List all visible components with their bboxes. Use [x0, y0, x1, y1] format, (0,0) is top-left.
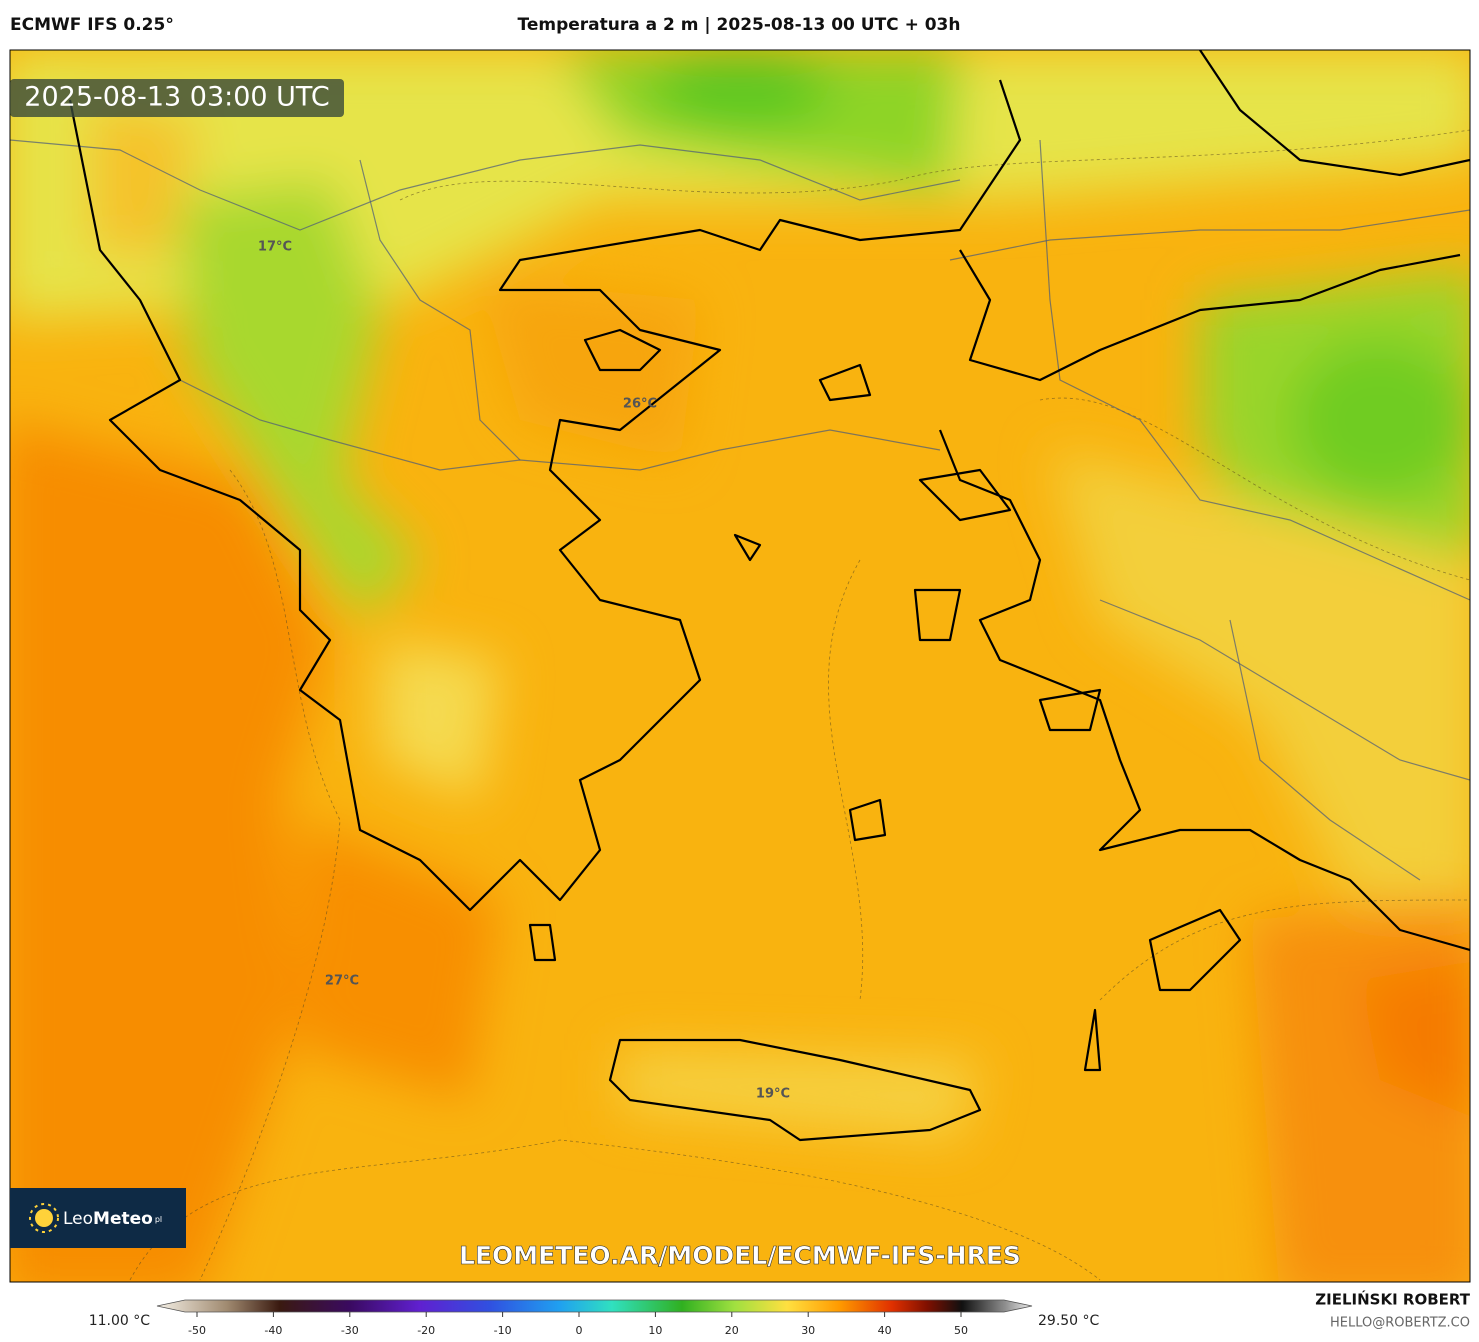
map-label: 19°C [756, 1087, 790, 1102]
colorbar-scale [156, 1299, 1033, 1313]
map-label: 17°C [258, 240, 292, 255]
logo-sun [35, 1209, 53, 1227]
temperature-field [10, 50, 1470, 1282]
isotherms [129, 129, 1470, 1281]
model-name: ECMWF IFS 0.25° [10, 15, 174, 35]
colorbar-tick-label: 40 [878, 1324, 892, 1337]
map-title: Temperatura a 2 m | 2025-08-13 00 UTC + … [518, 15, 961, 35]
map-label: 27°C [325, 974, 359, 989]
colorbar-tick-label: 0 [576, 1324, 583, 1337]
author: ZIELIŃSKI ROBERT [1315, 1290, 1470, 1309]
colorbar-tick-label: -40 [264, 1324, 282, 1337]
email: HELLO@ROBERTZ.CO [1330, 1316, 1470, 1331]
map-frame [9, 49, 1471, 1283]
temperature-map: 17°C 26°C 27°C 19°C [10, 50, 1470, 1282]
logo-text: LeoMeteo pl [63, 1209, 162, 1229]
colorbar-tick-label: -20 [417, 1324, 435, 1337]
colorbar-tick-label: 10 [648, 1324, 662, 1337]
timestamp: 2025-08-13 03:00 UTC [24, 82, 329, 113]
colorbar: -50 -40 -30 -20 -10 0 10 20 30 40 50 [156, 1299, 1033, 1337]
colorbar-tick-label: 50 [954, 1324, 968, 1337]
watermark: LEOMETEO.AR/MODEL/ECMWF-IFS-HRES [459, 1241, 1021, 1270]
colorbar-tick-label: 20 [725, 1324, 739, 1337]
colorbar-min: 11.00 °C [89, 1313, 151, 1329]
map-label: 26°C [623, 397, 657, 412]
colorbar-tick-label: 30 [801, 1324, 815, 1337]
coastlines [68, 50, 1470, 1142]
colorbar-tick-label: -30 [341, 1324, 359, 1337]
borders [10, 139, 1470, 881]
colorbar-tick-label: -50 [188, 1324, 206, 1337]
timestamp-box [10, 79, 344, 117]
colorbar-tick-label: -10 [494, 1324, 512, 1337]
logo-rays [29, 1203, 59, 1233]
colorbar-max: 29.50 °C [1038, 1313, 1100, 1329]
